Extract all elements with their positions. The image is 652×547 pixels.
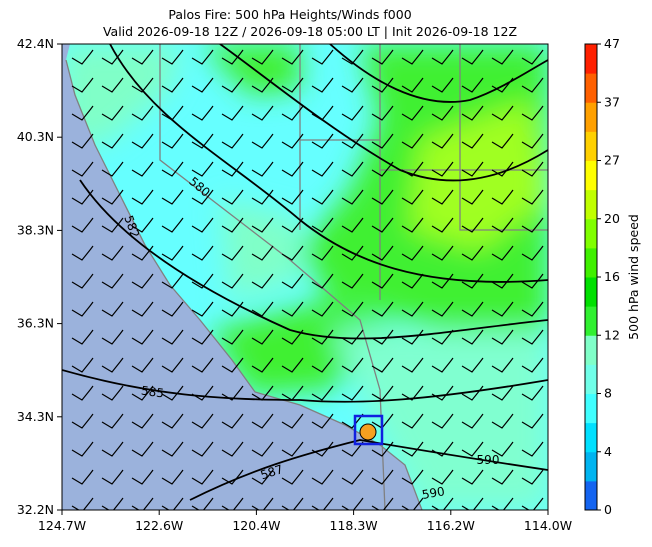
colorbar-segment [585, 306, 597, 336]
colorbar-segment [585, 364, 597, 394]
colorbar-tick-label: 4 [604, 444, 612, 459]
colorbar-tick-label: 47 [604, 36, 620, 51]
contour-label: 590 [477, 453, 500, 467]
colorbar-segment [585, 73, 597, 103]
map-frame [61, 43, 549, 511]
colorbar-segment [585, 393, 597, 424]
lon-label: 114.0W [524, 518, 572, 533]
colorbar-segment [585, 247, 597, 278]
subtitle: Valid 2026-09-18 12Z / 2026-09-18 05:00 … [103, 24, 517, 39]
lat-label: 36.3N [17, 316, 54, 331]
lon-label: 124.7W [38, 518, 86, 533]
wind-barbs [71, 49, 544, 510]
fire-box [353, 414, 384, 446]
lon-label: 122.6W [135, 518, 183, 533]
lat-label: 32.2N [17, 502, 54, 517]
barb-set [71, 49, 544, 510]
lon-label: 116.2W [427, 518, 475, 533]
contour-label: 587 [259, 462, 285, 482]
colorbar-segment [585, 218, 597, 249]
colorbar-tick-label: 37 [604, 94, 620, 109]
lon-label: 118.3W [330, 518, 378, 533]
colorbar-segment [585, 189, 597, 220]
colorbar-label: 500 hPa wind speed [626, 214, 641, 340]
colorbar-tick-label: 12 [604, 327, 620, 342]
lat-label: 40.3N [17, 129, 54, 144]
colorbar-segment [585, 422, 597, 453]
height-contours [62, 44, 548, 501]
map-area: 580 582 585 587 590 590 [62, 44, 548, 510]
lat-label: 38.3N [17, 222, 54, 237]
colorbar: 0 4 8 12 16 20 27 37 47 [584, 36, 620, 517]
colorbar-tick-label: 0 [604, 502, 612, 517]
colorbar-segment [585, 160, 597, 191]
colorbar-segment [585, 451, 597, 482]
colorbar-tick-label: 27 [604, 153, 620, 168]
colorbar-segment [585, 335, 597, 365]
colorbar-segment [585, 277, 597, 307]
wind-field [66, 44, 548, 510]
title: Palos Fire: 500 hPa Heights/Winds f000 [168, 7, 411, 22]
colorbar-segment [585, 480, 597, 511]
fire-icon [359, 423, 377, 441]
colorbar-tick-label: 20 [604, 211, 620, 226]
lat-label: 34.3N [17, 409, 54, 424]
lat-label: 42.4N [17, 36, 54, 51]
colorbar-tick-label: 8 [604, 386, 612, 401]
contour-label: 590 [421, 484, 446, 502]
lon-label: 120.4W [232, 518, 280, 533]
colorbar-tick-label: 16 [604, 269, 620, 284]
contour-label: 585 [140, 384, 165, 401]
colorbar-segment [585, 131, 597, 161]
colorbar-segment [585, 44, 597, 74]
colorbar-segment [585, 102, 597, 132]
